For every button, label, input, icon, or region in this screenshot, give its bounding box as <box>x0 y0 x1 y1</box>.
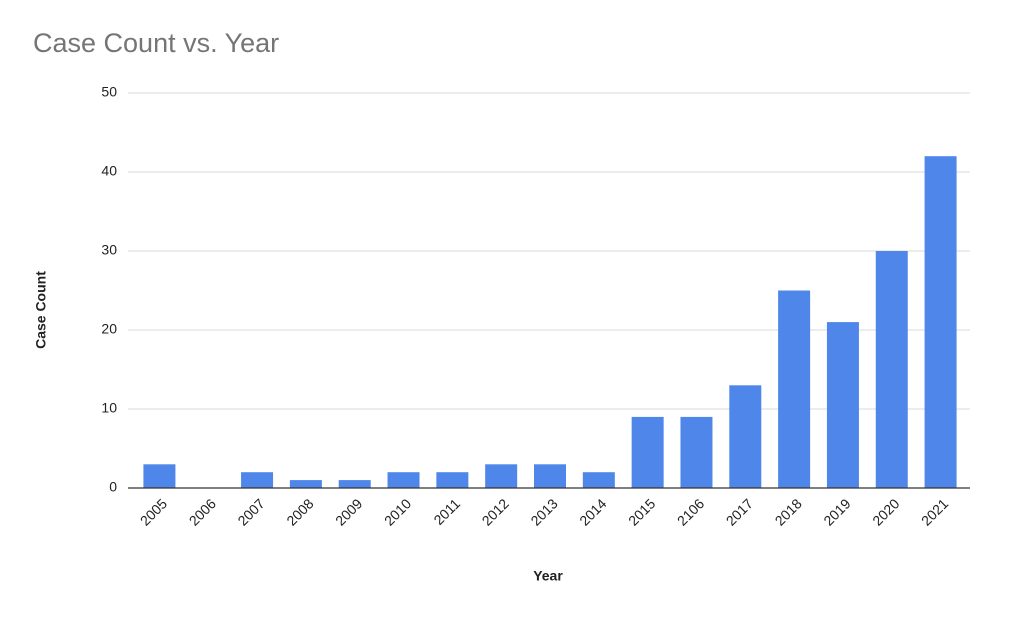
bar <box>826 322 859 488</box>
y-tick-label: 30 <box>101 242 117 258</box>
y-tick-label: 40 <box>101 163 117 179</box>
bar <box>924 156 957 488</box>
bar <box>387 472 420 488</box>
y-tick-label: 20 <box>101 321 117 337</box>
bar <box>729 385 762 488</box>
bar <box>875 251 908 488</box>
bar <box>631 416 664 488</box>
bar <box>680 416 713 488</box>
y-tick-label: 0 <box>109 479 117 495</box>
x-axis-title: Year <box>533 568 563 584</box>
bar <box>338 480 371 488</box>
bar <box>289 480 322 488</box>
bar <box>582 472 615 488</box>
bar <box>241 472 274 488</box>
chart-title: Case Count vs. Year <box>33 28 279 58</box>
bar <box>534 464 566 488</box>
bar <box>485 464 518 488</box>
bar <box>778 290 811 488</box>
y-tick-label: 50 <box>101 84 117 100</box>
y-tick-label: 10 <box>101 400 117 416</box>
bar <box>436 472 469 488</box>
y-axis-title: Case Count <box>33 271 49 349</box>
bar <box>143 464 176 488</box>
